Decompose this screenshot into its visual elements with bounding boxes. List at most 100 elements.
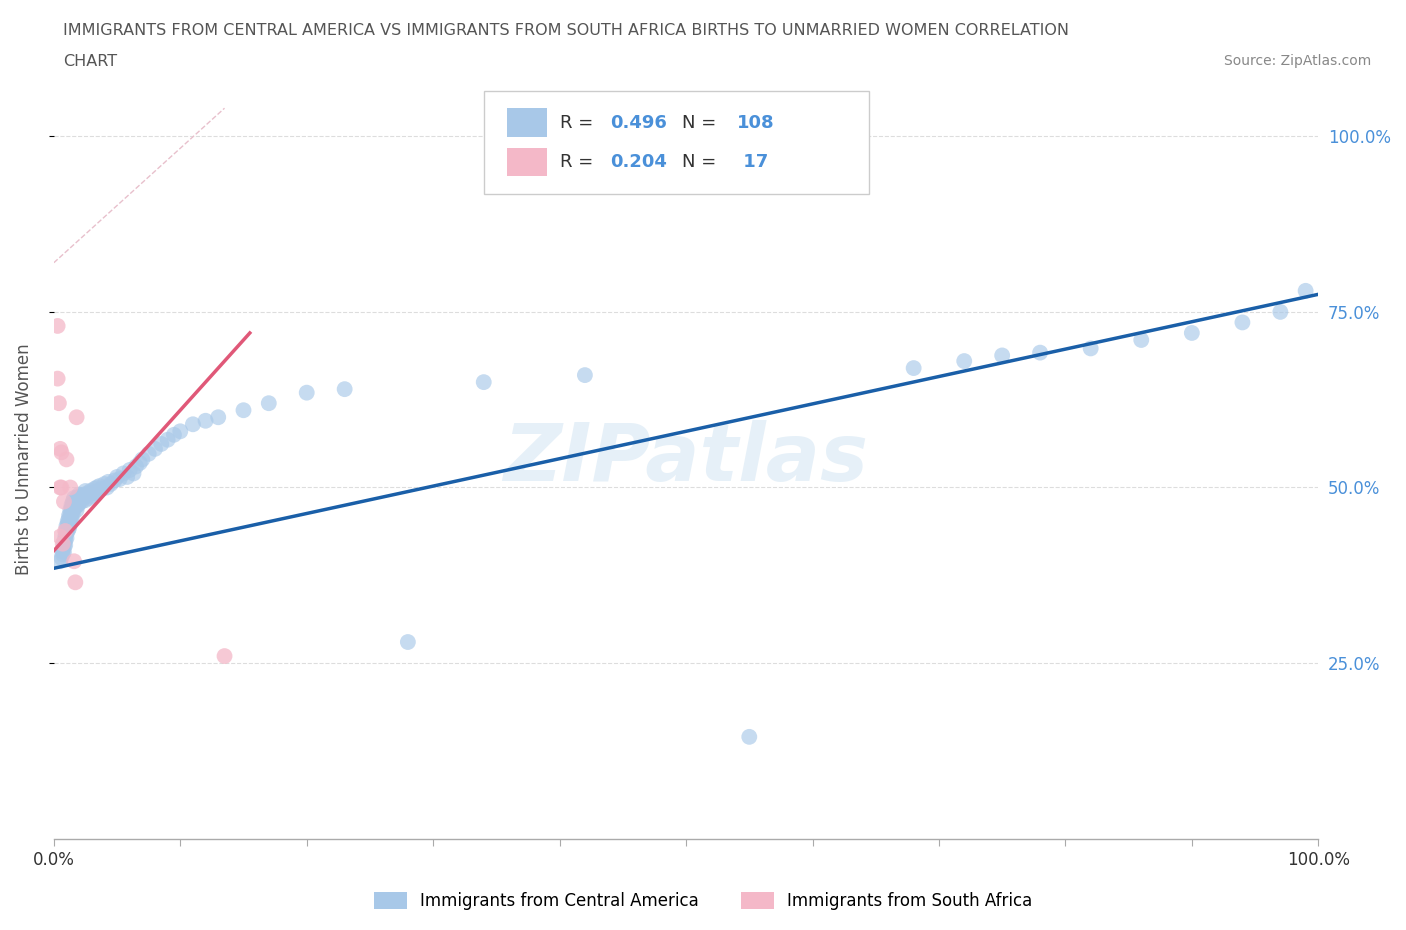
Point bbox=[65, 491, 87, 506]
Point bbox=[214, 648, 236, 663]
Point bbox=[69, 493, 91, 508]
Point bbox=[62, 502, 84, 517]
Point bbox=[52, 494, 75, 509]
Point bbox=[63, 491, 86, 506]
Point bbox=[295, 385, 318, 400]
Point bbox=[65, 496, 87, 511]
Point bbox=[89, 479, 111, 494]
Point bbox=[63, 553, 86, 568]
Point bbox=[65, 499, 87, 514]
Point bbox=[62, 498, 84, 512]
Point bbox=[1232, 315, 1254, 330]
Point bbox=[51, 551, 73, 565]
Text: 0.496: 0.496 bbox=[610, 113, 666, 131]
Point bbox=[156, 432, 179, 447]
Point bbox=[63, 496, 86, 511]
Point bbox=[52, 537, 75, 551]
Point bbox=[79, 484, 101, 498]
Point bbox=[93, 476, 115, 491]
Point bbox=[53, 533, 76, 548]
Text: ZIPatlas: ZIPatlas bbox=[503, 420, 869, 498]
Point bbox=[143, 442, 166, 457]
Point bbox=[55, 519, 77, 534]
Point bbox=[77, 491, 100, 506]
Point bbox=[131, 452, 153, 467]
Point bbox=[66, 493, 89, 508]
Point bbox=[194, 413, 217, 428]
Point bbox=[97, 474, 120, 489]
Point bbox=[55, 531, 77, 546]
Point bbox=[70, 488, 93, 503]
Point bbox=[1181, 326, 1204, 340]
Point bbox=[52, 543, 75, 558]
Point bbox=[128, 456, 150, 471]
Point bbox=[59, 480, 82, 495]
Bar bbox=[506, 108, 547, 137]
Bar bbox=[506, 148, 547, 177]
Point bbox=[169, 424, 191, 439]
Point bbox=[58, 521, 80, 536]
Point bbox=[49, 529, 72, 544]
Point bbox=[86, 480, 108, 495]
Point bbox=[70, 494, 93, 509]
Point bbox=[108, 472, 131, 486]
Point bbox=[53, 538, 76, 552]
Point bbox=[62, 494, 84, 509]
Point bbox=[1295, 284, 1317, 299]
Point bbox=[56, 513, 79, 528]
Point bbox=[52, 537, 75, 551]
Point bbox=[53, 529, 76, 544]
Point bbox=[105, 470, 128, 485]
Y-axis label: Births to Unmarried Women: Births to Unmarried Women bbox=[15, 343, 32, 576]
Point bbox=[63, 501, 86, 516]
Point bbox=[77, 485, 100, 500]
Point bbox=[51, 480, 73, 495]
Point bbox=[903, 361, 925, 376]
Text: N =: N = bbox=[682, 113, 723, 131]
Point bbox=[73, 487, 96, 502]
Point bbox=[58, 512, 80, 526]
Point bbox=[122, 466, 145, 481]
Point bbox=[62, 507, 84, 522]
Point bbox=[49, 553, 72, 568]
Point bbox=[90, 482, 112, 497]
Point bbox=[1130, 333, 1153, 348]
Point bbox=[65, 575, 87, 590]
Point bbox=[112, 466, 135, 481]
Point bbox=[65, 410, 87, 425]
Point bbox=[56, 516, 79, 531]
Point bbox=[1270, 304, 1292, 319]
Point bbox=[181, 417, 204, 432]
Point bbox=[60, 501, 83, 516]
Point bbox=[67, 491, 90, 506]
Point bbox=[100, 476, 122, 491]
Point bbox=[333, 381, 356, 396]
Point bbox=[55, 523, 77, 538]
Point bbox=[207, 410, 229, 425]
Point bbox=[59, 502, 82, 517]
Point bbox=[118, 462, 141, 477]
Point bbox=[574, 367, 596, 382]
Point bbox=[55, 525, 77, 540]
Point bbox=[52, 547, 75, 562]
Point bbox=[59, 507, 82, 522]
Point bbox=[69, 488, 91, 503]
Point bbox=[56, 524, 79, 538]
Point bbox=[72, 491, 94, 506]
Point bbox=[65, 494, 87, 509]
Point bbox=[87, 484, 110, 498]
Point bbox=[125, 459, 148, 474]
Point bbox=[49, 442, 72, 457]
Text: 17: 17 bbox=[737, 153, 768, 171]
Point bbox=[76, 488, 98, 503]
Text: N =: N = bbox=[682, 153, 723, 171]
Point bbox=[56, 521, 79, 536]
Point bbox=[84, 485, 107, 500]
Text: 0.204: 0.204 bbox=[610, 153, 666, 171]
Point bbox=[67, 487, 90, 502]
Point bbox=[46, 371, 69, 386]
Point bbox=[59, 516, 82, 531]
Point bbox=[60, 507, 83, 522]
Point bbox=[1029, 345, 1052, 360]
Point bbox=[46, 318, 69, 333]
